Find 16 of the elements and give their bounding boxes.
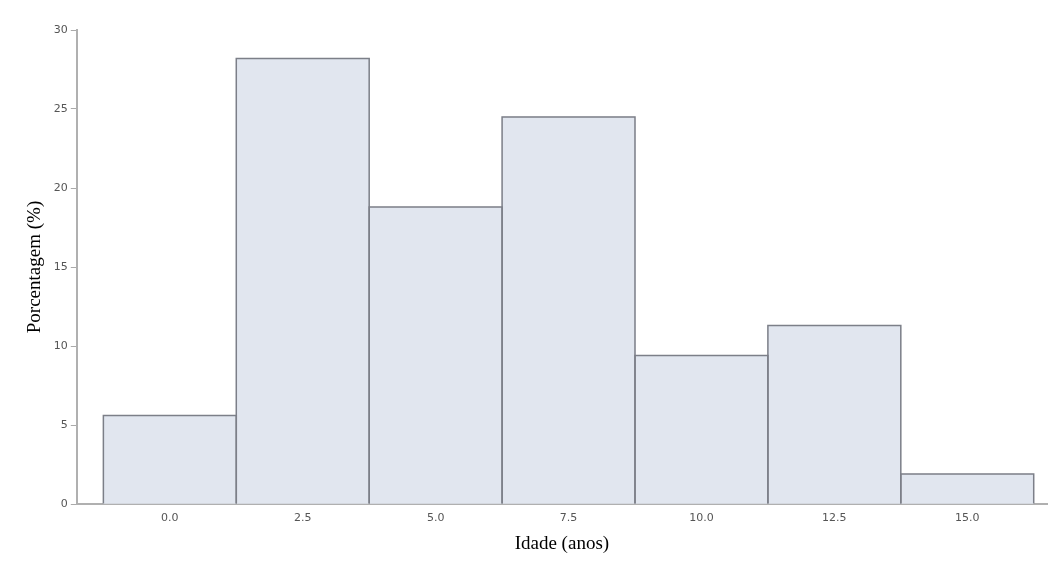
x-tick-label: 15.0 [955,511,980,525]
y-tick-label: 20 [53,180,68,194]
x-tick-label: 7.5 [559,511,578,525]
y-tick-label: 0 [60,496,68,510]
x-tick-label: 0.0 [161,511,179,525]
y-tick-label: 30 [53,22,68,36]
x-tick-label: 5.0 [426,511,445,525]
x-tick-label: 10.0 [689,511,714,525]
x-axis-title: Idade (anos) [514,531,610,554]
x-tick-label: 12.5 [822,511,847,525]
y-tick-label: 25 [53,101,68,115]
y-tick-label: 10 [53,338,68,352]
x-tick-label: 2.5 [293,511,312,525]
y-axis-title: Porcentagem (%) [23,200,46,334]
y-tick-label: 15 [53,259,68,273]
y-tick-label: 5 [60,417,68,431]
